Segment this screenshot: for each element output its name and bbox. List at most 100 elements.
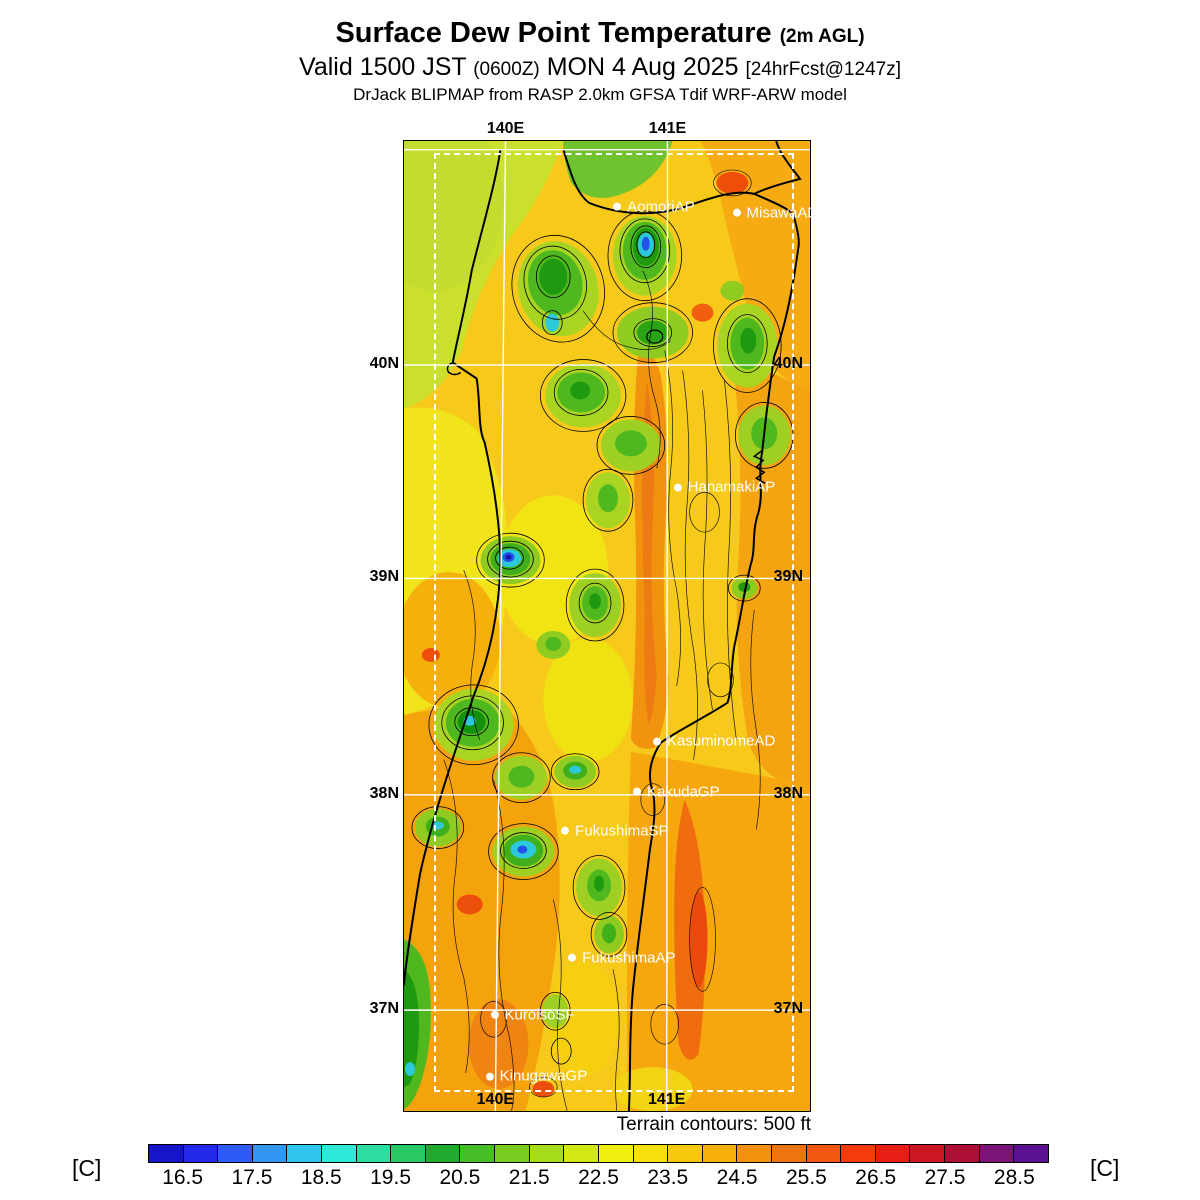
title-main: Surface Dew Point Temperature (335, 17, 772, 49)
station-dot (561, 826, 570, 835)
colorbar-segment (252, 1145, 288, 1162)
colorbar-segment (771, 1145, 807, 1162)
colorbar-tick-label: 19.5 (370, 1166, 411, 1189)
colorbar-tick-label: 25.5 (785, 1166, 827, 1189)
colorbar-segment (875, 1145, 911, 1162)
domain-dashed-border (434, 152, 795, 1092)
lon-label-top-141E: 141E (648, 120, 687, 137)
forecast-map: 40N 40N 39N 39N 38N 38N 37N 37N 140E 140E 141E 141E… (370, 120, 818, 1112)
valid-line: Valid 1500 JST (0600Z) MON 4 Aug 2025 [2… (0, 53, 1200, 83)
station-FukushimaSP: FukushimaSP (561, 822, 669, 840)
colorbar-segment (529, 1145, 565, 1162)
colorbar-segment (149, 1145, 184, 1162)
colorbar-tick-label: 27.5 (924, 1166, 966, 1189)
colorbar-tick-label: 16.5 (162, 1166, 204, 1189)
terrain-contours-note: Terrain contours: 500 ft (616, 1114, 811, 1135)
lat-label-right-40N: 40N (773, 355, 803, 373)
colorbar-segment (841, 1145, 876, 1162)
colorbar-segment (391, 1145, 426, 1162)
colorbar-segment (979, 1145, 1015, 1162)
colorbar-tick-label: 23.5 (647, 1166, 689, 1189)
colorbar-tick-label: 22.5 (578, 1166, 619, 1189)
colorbar-tick-label: 17.5 (231, 1166, 273, 1189)
colorbar-ticks: 16.5 17.5 18.5 19.5 20.5 21.5 22.5 23.5 24.5 25.5… (148, 1166, 1049, 1194)
lat-label-left-37N: 37N (369, 1000, 399, 1018)
station-label: KinugawaGP (499, 1067, 588, 1085)
station-dot (673, 483, 682, 492)
station-KuroisoSF: KuroisoSF (490, 1006, 575, 1024)
colorbar-segment (322, 1145, 357, 1162)
title-suffix: (2m AGL) (779, 26, 865, 47)
station-dot (732, 208, 741, 217)
meridian-gridline (665, 141, 669, 1111)
meridian-gridline (494, 141, 507, 1111)
colorbar-segment (183, 1145, 219, 1162)
lat-label-right-37N: 37N (773, 1000, 803, 1018)
lat-label-right-38N: 38N (773, 784, 803, 802)
colorbar-unit-right: [C] (1090, 1155, 1120, 1181)
station-label: AomoriAP (627, 198, 695, 216)
station-label: FukushimaAP (582, 949, 676, 967)
coastline (404, 141, 802, 1111)
lat-label-left-39N: 39N (369, 568, 399, 586)
colorbar-segment (218, 1145, 253, 1162)
station-AomoriAP: AomoriAP (613, 199, 695, 216)
valid-prefix: Valid 1500 JST (299, 53, 467, 82)
colorbar-segment (668, 1145, 703, 1162)
station-HanamakiAP: HanamakiAP (673, 478, 776, 496)
station-dot (568, 953, 577, 962)
page-title: Surface Dew Point Temperature (2m AGL) (0, 16, 1200, 50)
colorbar-segment (910, 1145, 946, 1162)
valid-zulu: (0600Z) (473, 59, 540, 81)
station-dot (485, 1072, 494, 1081)
colorbar-segment (356, 1145, 392, 1162)
lat-label-left-38N: 38N (369, 784, 399, 802)
station-dot (633, 787, 642, 796)
station-KakudaGP: KakudaGP (633, 783, 720, 800)
station-dot (652, 737, 661, 746)
grid-overlay (404, 141, 810, 1111)
station-label: KakudaGP (647, 783, 720, 801)
valid-forecast: [24hrFcst@1247z] (745, 59, 901, 81)
colorbar-segment (633, 1145, 669, 1162)
colorbar-segment (806, 1145, 842, 1162)
colorbar-segment (287, 1145, 323, 1162)
station-dot (490, 1011, 499, 1020)
colorbar-tick-label: 21.5 (508, 1166, 550, 1189)
station-KinugawaGP: KinugawaGP (485, 1067, 588, 1085)
colorbar-segment (702, 1145, 738, 1162)
station-FukushimaAP: FukushimaAP (568, 949, 675, 966)
colorbar-segment (598, 1145, 634, 1162)
lon-label-bottom-140E: 140E (476, 1091, 515, 1108)
station-label: HanamakiAP (687, 478, 776, 496)
colorbar-segment (460, 1145, 496, 1162)
station-dot (613, 203, 622, 212)
station-label: KuroisoSF (504, 1006, 575, 1024)
station-label: MisawaAD (746, 204, 819, 222)
colorbar-segment (495, 1145, 530, 1162)
lon-label-bottom-141E: 141E (647, 1091, 686, 1108)
colorbar (148, 1144, 1049, 1163)
dewpoint-field-art (404, 141, 810, 1111)
colorbar-segment (1014, 1145, 1048, 1162)
colorbar-segment (945, 1145, 980, 1162)
header: Surface Dew Point Temperature (2m AGL) V… (0, 16, 1200, 105)
colorbar-tick-label: 18.5 (300, 1166, 342, 1189)
model-line: DrJack BLIPMAP from RASP 2.0km GFSA Tdif… (353, 84, 847, 104)
colorbar-tick-label: 24.5 (716, 1166, 758, 1189)
colorbar-tick-label: 26.5 (855, 1166, 897, 1189)
colorbar-tick-label: 28.5 (993, 1166, 1035, 1189)
colorbar-segment (425, 1145, 461, 1162)
station-MisawaAD: MisawaAD (732, 204, 819, 222)
valid-date: MON 4 Aug 2025 (546, 53, 739, 82)
lat-label-right-39N: 39N (773, 568, 803, 586)
colorbar-segment (737, 1145, 772, 1162)
station-label: FukushimaSP (575, 822, 669, 840)
lon-label-top-140E: 140E (486, 120, 525, 137)
colorbar-segment (564, 1145, 599, 1162)
station-KasuminomeAD: KasuminomeAD (652, 733, 776, 751)
station-label: KasuminomeAD (666, 733, 776, 751)
colorbar-unit-left: [C] (72, 1155, 102, 1181)
lat-label-left-40N: 40N (369, 355, 399, 373)
colorbar-tick-label: 20.5 (439, 1166, 481, 1189)
